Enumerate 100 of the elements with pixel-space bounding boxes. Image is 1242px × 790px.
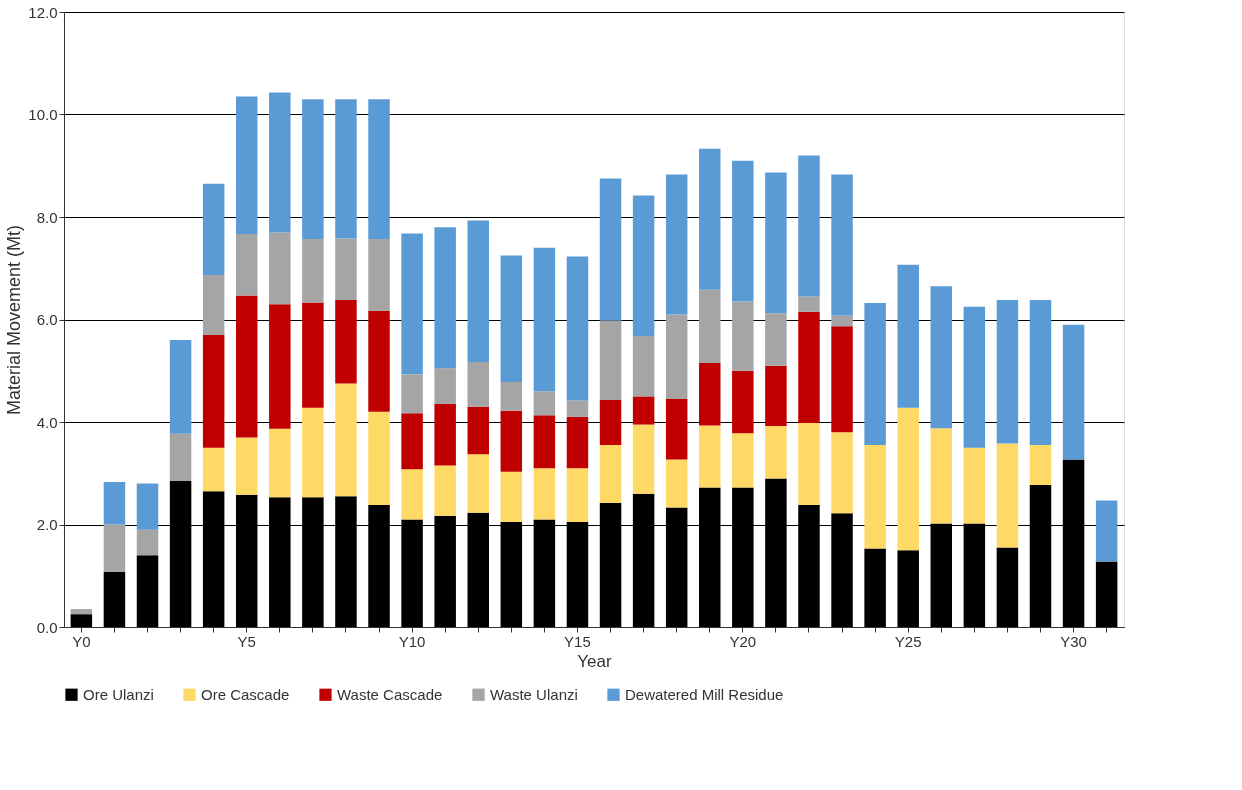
bar [632, 396, 655, 425]
bar [302, 239, 324, 303]
bar [665, 398, 688, 460]
bar [963, 306, 986, 448]
bar [269, 304, 291, 429]
bar [401, 233, 423, 375]
bar [831, 326, 853, 433]
bar [798, 155, 820, 297]
x-axis-title: Year [577, 651, 613, 671]
bar [368, 239, 390, 311]
x-tick-label: Y0 [72, 632, 91, 650]
bar [897, 550, 919, 627]
bar [169, 433, 192, 481]
bar [963, 447, 986, 524]
y-tick-label: 12.0 [28, 3, 58, 21]
bar [70, 614, 93, 627]
y-tick-label: 8.0 [36, 208, 58, 226]
bar [401, 413, 423, 470]
bar [202, 447, 225, 492]
bar [930, 286, 953, 429]
bar [533, 247, 556, 392]
bar [302, 99, 324, 240]
bar [665, 174, 688, 315]
bar [665, 459, 688, 508]
bar [732, 433, 754, 488]
x-tick-label: Y15 [564, 632, 591, 650]
bar [533, 468, 556, 520]
y-tick-label: 4.0 [36, 413, 58, 431]
bar [599, 399, 622, 446]
y-tick-label: 0.0 [36, 618, 58, 636]
bar [202, 183, 225, 275]
bar [798, 423, 820, 506]
y-tick-label: 10.0 [28, 106, 58, 123]
bar [765, 172, 787, 314]
bar [434, 368, 456, 405]
bar [335, 383, 357, 497]
x-tick-label: Y5 [237, 632, 256, 650]
bar [467, 406, 489, 455]
bar [467, 362, 489, 407]
bar [467, 220, 489, 363]
bar [1029, 445, 1052, 486]
bar [136, 529, 159, 556]
bar [1095, 561, 1118, 627]
bar [500, 255, 523, 383]
bar [732, 370, 754, 434]
bar [401, 469, 423, 520]
bar [401, 374, 423, 414]
bar [302, 302, 324, 408]
bar [1095, 500, 1118, 562]
bar [202, 274, 225, 335]
bar [235, 295, 258, 438]
bar [864, 445, 886, 549]
x-tick-label: Y30 [1060, 632, 1087, 650]
y-tick-label: 6.0 [36, 311, 58, 328]
bar [269, 428, 291, 498]
bar [599, 445, 622, 503]
legend-label: Ore Ulanzi [83, 685, 154, 703]
bar [996, 300, 1019, 444]
bar [302, 407, 324, 498]
bar [368, 411, 390, 506]
bar [169, 340, 192, 434]
bar [434, 465, 456, 516]
bar [202, 334, 225, 448]
bar [632, 424, 655, 494]
bar [500, 471, 523, 522]
bar [335, 238, 357, 301]
bar [765, 426, 787, 479]
bar [665, 314, 688, 399]
bar [930, 428, 953, 524]
bar [632, 335, 655, 397]
legend-label: Waste Ulanzi [490, 685, 578, 703]
bar [500, 382, 523, 411]
bar [500, 410, 523, 472]
bar [897, 407, 919, 551]
bar [533, 415, 556, 469]
bar [566, 468, 589, 522]
bar [136, 483, 159, 530]
bar [765, 365, 787, 427]
legend-label: Dewatered Mill Residue [625, 685, 784, 703]
bar [434, 404, 456, 466]
bar [699, 289, 721, 364]
bar [765, 313, 787, 366]
bar [136, 555, 159, 627]
bar [897, 264, 919, 408]
bar [368, 99, 390, 240]
bar [699, 148, 721, 290]
bar [70, 609, 93, 615]
bar [699, 363, 721, 426]
bar [103, 571, 126, 627]
bar [103, 481, 126, 525]
bar [1029, 300, 1052, 446]
bar [798, 296, 820, 312]
bar [599, 178, 622, 321]
bar [732, 160, 754, 302]
bar [831, 432, 853, 514]
bar [235, 437, 258, 495]
bar [864, 548, 886, 627]
bar [699, 425, 721, 488]
y-axis-title: Material Movement (Mt) [4, 224, 25, 416]
bar [996, 443, 1019, 548]
